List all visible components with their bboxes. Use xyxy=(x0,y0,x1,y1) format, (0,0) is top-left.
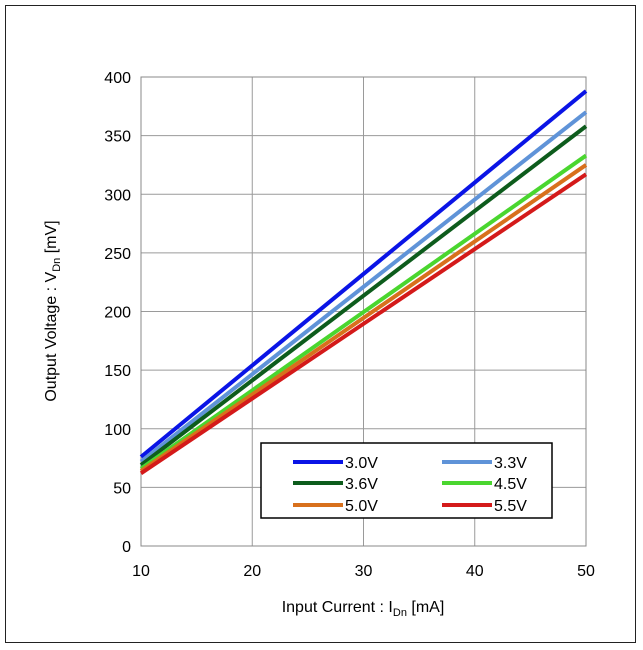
legend-label: 3.6V xyxy=(345,476,378,493)
y-tick-label: 250 xyxy=(104,246,131,263)
y-tick-label: 200 xyxy=(104,305,131,322)
y-tick-labels: 0 50 100 150 200 250 300 350 400 xyxy=(104,70,131,556)
legend-label: 3.3V xyxy=(494,455,527,472)
x-tick-label: 30 xyxy=(355,563,373,580)
series-line-1 xyxy=(139,89,588,459)
x-tick-label: 10 xyxy=(132,563,150,580)
legend: 3.0V 3.3V 3.6V 4.5V 5.0V 5.5V xyxy=(260,442,553,519)
series-line-4 xyxy=(139,153,588,471)
y-tick-label: 50 xyxy=(113,480,131,497)
plot-area xyxy=(140,76,587,547)
x-tick-label: 40 xyxy=(466,563,484,580)
series-line-2 xyxy=(139,110,588,464)
legend-label: 3.0V xyxy=(345,455,378,472)
y-tick-label: 300 xyxy=(104,187,131,204)
series-line-5 xyxy=(139,163,588,473)
y-tick-label: 400 xyxy=(104,70,131,87)
x-tick-labels: 10 20 30 40 50 xyxy=(132,563,595,580)
legend-label: 5.5V xyxy=(494,498,527,515)
y-tick-label: 150 xyxy=(104,363,131,380)
y-tick-label: 350 xyxy=(104,129,131,146)
y-axis-title: Output Voltage : VDn [mV] xyxy=(43,220,63,401)
y-tick-label: 100 xyxy=(104,422,131,439)
x-axis-title: Input Current : IDn [mA] xyxy=(282,599,445,619)
x-tick-label: 20 xyxy=(243,563,261,580)
x-tick-label: 50 xyxy=(577,563,595,580)
legend-label: 4.5V xyxy=(494,476,527,493)
series-line-3 xyxy=(139,124,588,467)
series-lines xyxy=(139,89,588,475)
chart-frame xyxy=(5,5,636,643)
y-tick-label: 0 xyxy=(122,539,131,556)
series-line-6 xyxy=(139,172,588,475)
legend-label: 5.0V xyxy=(345,498,378,515)
